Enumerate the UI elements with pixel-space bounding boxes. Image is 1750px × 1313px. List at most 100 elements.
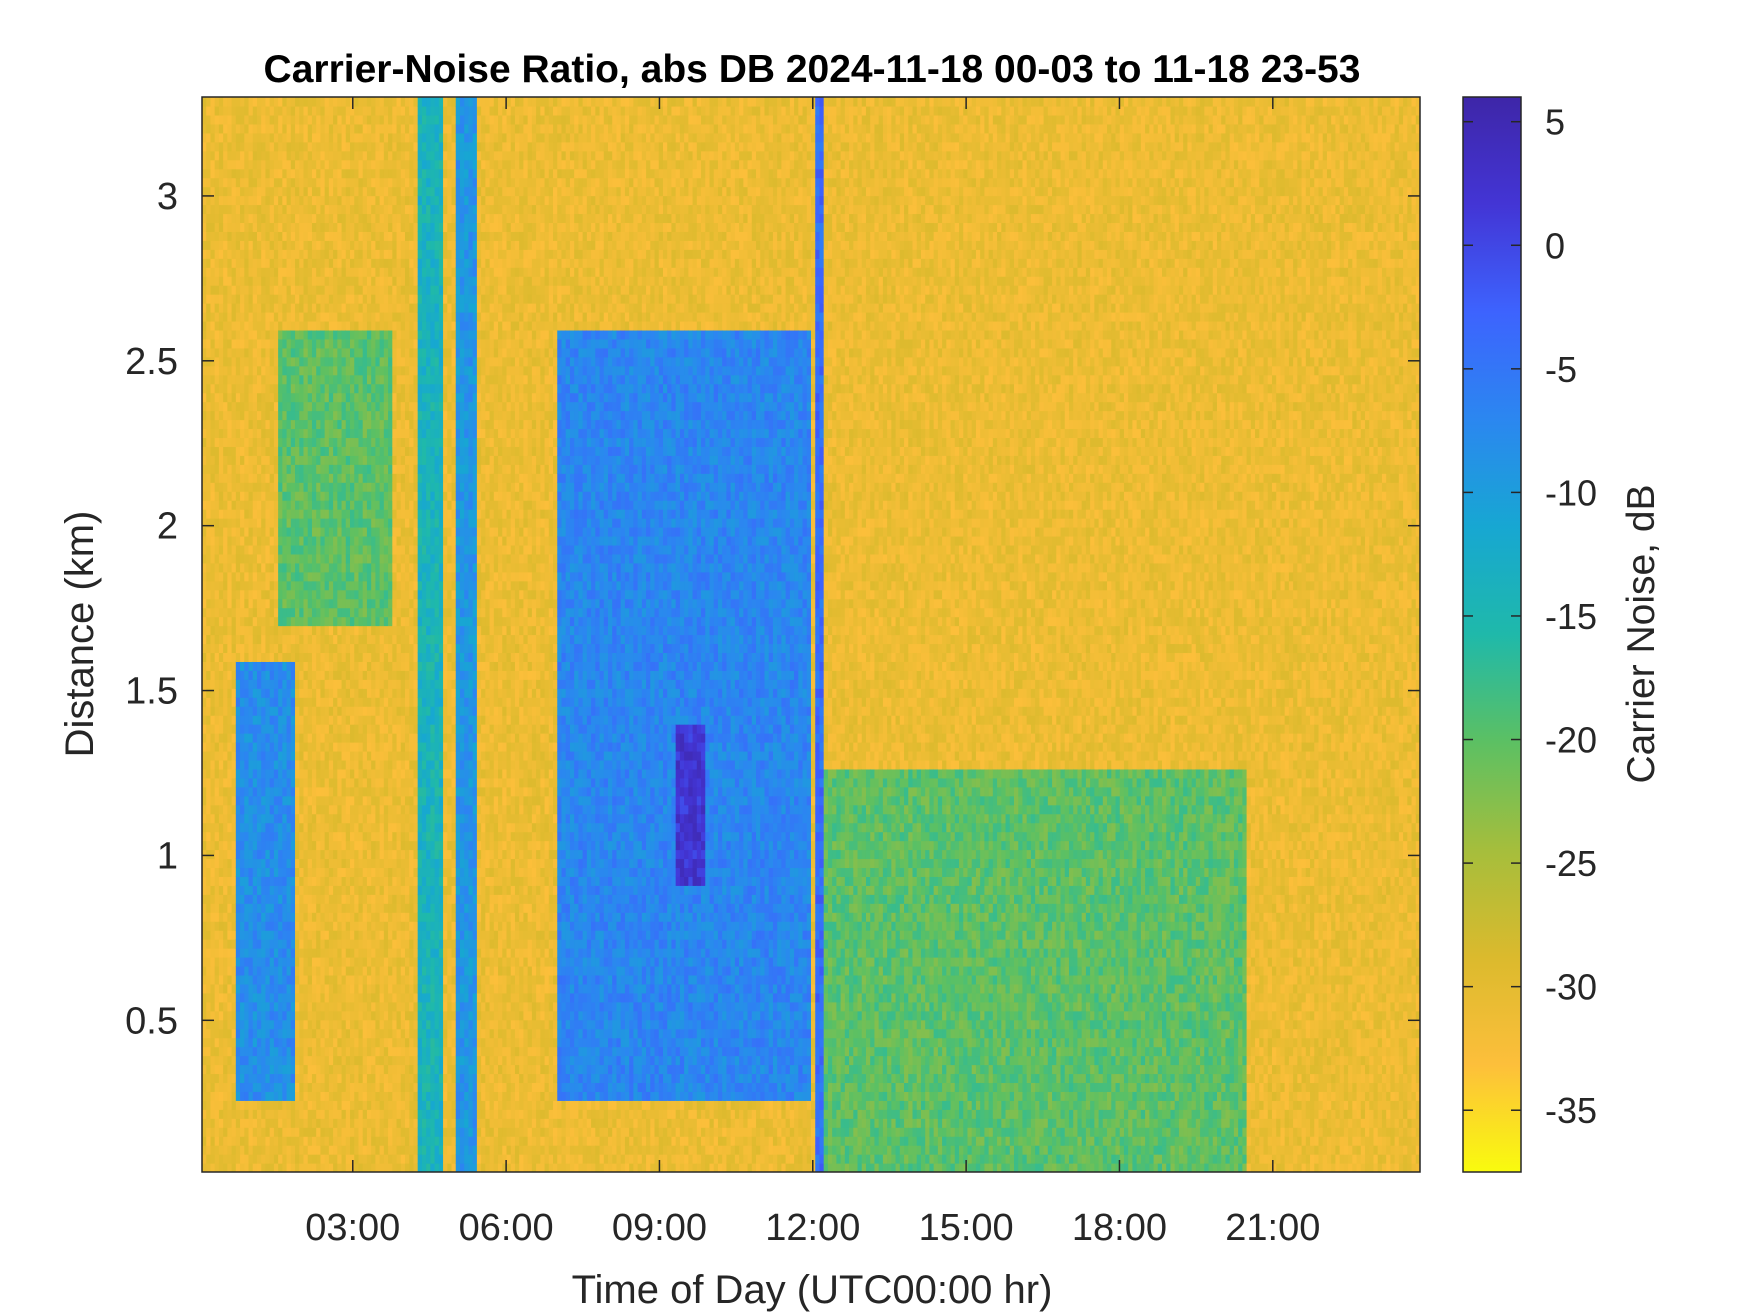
heatmap-cell <box>312 339 317 349</box>
heatmap-cell <box>223 984 228 994</box>
heatmap-cell <box>325 231 330 241</box>
heatmap-cell <box>375 751 380 761</box>
heatmap-cell <box>236 930 241 940</box>
heatmap-cell <box>270 643 275 653</box>
heatmap-cell <box>270 482 275 492</box>
heatmap-cell <box>206 715 211 725</box>
heatmap-cell <box>312 446 317 456</box>
heatmap-cell <box>244 1029 249 1039</box>
heatmap-cell <box>223 339 228 349</box>
heatmap-cell <box>253 285 258 295</box>
heatmap-cell <box>278 142 283 152</box>
heatmap-cell <box>274 97 279 107</box>
heatmap-cell <box>358 446 363 456</box>
heatmap-cell <box>249 222 254 232</box>
heatmap-cell <box>270 921 275 931</box>
heatmap-cell <box>337 805 342 815</box>
heatmap-cell <box>206 384 211 394</box>
heatmap-cell <box>308 1073 313 1083</box>
heatmap-cell <box>350 626 355 636</box>
heatmap-cell <box>308 482 313 492</box>
heatmap-cell <box>219 1091 224 1101</box>
heatmap-cell <box>210 993 215 1003</box>
heatmap-cell <box>308 428 313 438</box>
heatmap-cell <box>278 984 283 994</box>
heatmap-cell <box>320 688 325 698</box>
heatmap-cell <box>350 1118 355 1128</box>
heatmap-cell <box>265 885 270 895</box>
heatmap-cell <box>312 706 317 716</box>
heatmap-cell <box>219 1154 224 1164</box>
heatmap-cell <box>342 1100 347 1110</box>
heatmap-cell <box>265 841 270 851</box>
heatmap-cell <box>210 706 215 716</box>
heatmap-cell <box>261 939 266 949</box>
heatmap-cell <box>358 733 363 743</box>
heatmap-cell <box>333 688 338 698</box>
heatmap-cell <box>210 330 215 340</box>
heatmap-cell <box>274 966 279 976</box>
heatmap-cell <box>354 169 359 179</box>
heatmap-cell <box>274 348 279 358</box>
heatmap-cell <box>346 249 351 259</box>
heatmap-cell <box>350 563 355 573</box>
heatmap-cell <box>257 778 262 788</box>
heatmap-cell <box>320 706 325 716</box>
heatmap-cell <box>312 921 317 931</box>
heatmap-cell <box>282 249 287 259</box>
heatmap-cell <box>291 1011 296 1021</box>
heatmap-cell <box>219 805 224 815</box>
heatmap-cell <box>299 617 304 627</box>
heatmap-cell <box>375 626 380 636</box>
heatmap-cell <box>333 751 338 761</box>
heatmap-cell <box>265 1163 270 1173</box>
heatmap-cell <box>308 697 313 707</box>
heatmap-cell <box>244 679 249 689</box>
heatmap-cell <box>215 545 220 555</box>
heatmap-cell <box>363 455 368 465</box>
heatmap-cell <box>287 357 292 367</box>
heatmap-cell <box>261 608 266 618</box>
heatmap-cell <box>304 554 309 564</box>
heatmap-cell <box>329 715 334 725</box>
heatmap-cell <box>358 240 363 250</box>
heatmap-cell <box>291 437 296 447</box>
heatmap-cell <box>278 1100 283 1110</box>
heatmap-cell <box>253 124 258 134</box>
heatmap-cell <box>295 536 300 546</box>
heatmap-cell <box>236 957 241 967</box>
heatmap-cell <box>367 1038 372 1048</box>
heatmap-cell <box>210 348 215 358</box>
heatmap-cell <box>232 867 237 877</box>
heatmap-cell <box>253 213 258 223</box>
heatmap-cell <box>219 294 224 304</box>
heatmap-cell <box>261 178 266 188</box>
heatmap-cell <box>232 823 237 833</box>
heatmap-cell <box>308 1091 313 1101</box>
heatmap-cell <box>350 643 355 653</box>
heatmap-cell <box>215 832 220 842</box>
heatmap-cell <box>270 196 275 206</box>
heatmap-cell <box>240 205 245 215</box>
heatmap-cell <box>227 545 232 555</box>
heatmap-cell <box>350 231 355 241</box>
heatmap-cell <box>278 635 283 645</box>
heatmap-cell <box>232 375 237 385</box>
heatmap-cell <box>257 885 262 895</box>
heatmap-cell <box>346 187 351 197</box>
heatmap-cell <box>295 115 300 125</box>
heatmap-cell <box>219 921 224 931</box>
heatmap-cell <box>287 1091 292 1101</box>
heatmap-cell <box>312 876 317 886</box>
heatmap-cell <box>350 420 355 430</box>
heatmap-cell <box>320 213 325 223</box>
heatmap-cell <box>210 1029 215 1039</box>
heatmap-cell <box>265 437 270 447</box>
heatmap-cell <box>299 661 304 671</box>
heatmap-cell <box>240 321 245 331</box>
heatmap-cell <box>270 142 275 152</box>
heatmap-cell <box>240 303 245 313</box>
heatmap-cell <box>295 1073 300 1083</box>
heatmap-cell <box>244 921 249 931</box>
heatmap-cell <box>227 1100 232 1110</box>
